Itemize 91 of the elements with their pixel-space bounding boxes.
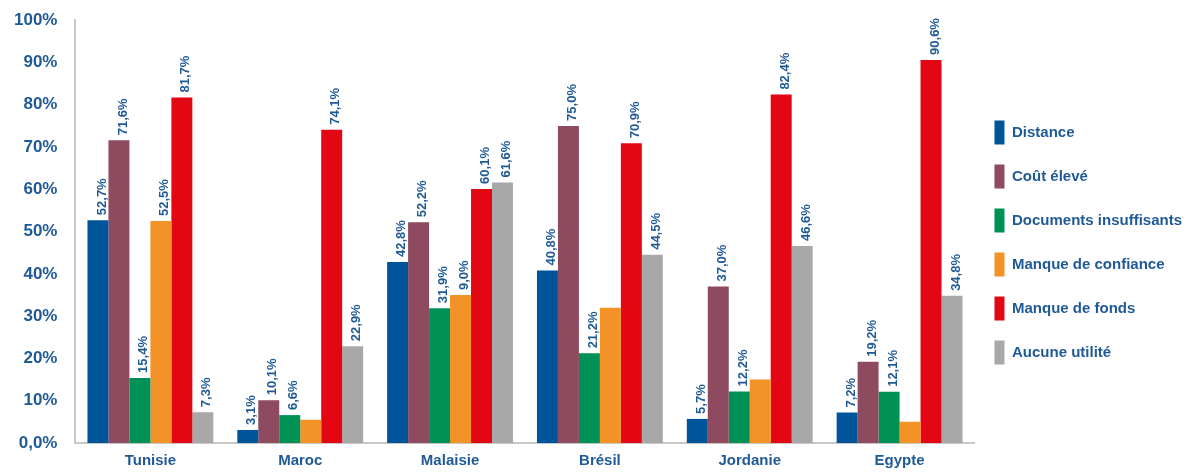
bar — [620, 143, 642, 443]
data-label: 37,0% — [713, 244, 729, 282]
data-label: 7,2% — [842, 377, 858, 408]
data-label: 75,0% — [564, 83, 580, 121]
bar — [237, 429, 259, 443]
data-label: 6,6% — [285, 380, 301, 411]
y-tick-label: 30% — [23, 305, 58, 325]
y-tick-label: 100% — [14, 9, 58, 29]
x-tick-label: Brésil — [579, 451, 621, 469]
annotation: 9,0% — [456, 259, 472, 291]
data-label: 42,8% — [393, 219, 409, 258]
data-label: 52,2% — [414, 180, 430, 218]
bar — [279, 415, 301, 443]
bar — [471, 188, 493, 443]
bar — [920, 59, 942, 443]
data-label: 74,1% — [327, 87, 343, 125]
data-label: 52,7% — [93, 177, 109, 216]
data-label: 15,4% — [135, 335, 151, 373]
legend-label: Coût élevé — [1011, 166, 1088, 184]
data-label: 71,6% — [114, 97, 130, 136]
y-tick-label: 70% — [23, 136, 58, 156]
bar — [899, 421, 921, 443]
bar — [770, 94, 792, 443]
data-label: 5,7% — [692, 383, 708, 414]
bar — [258, 400, 280, 443]
bar — [150, 221, 172, 443]
bar — [387, 262, 409, 443]
data-label: 7,3% — [198, 377, 214, 408]
bar — [599, 307, 621, 443]
bar — [171, 97, 193, 443]
y-tick-label: 10% — [23, 390, 58, 410]
legend-label: Aucune utilité — [1011, 342, 1112, 360]
x-tick-label: Maroc — [278, 451, 323, 469]
x-tick-label: Tunisie — [124, 451, 177, 469]
data-label: 3,1% — [243, 394, 259, 425]
bar — [192, 412, 214, 443]
bar — [492, 182, 513, 443]
y-tick-label: 0,0% — [18, 432, 58, 452]
y-tick-label: 20% — [23, 348, 58, 368]
bar — [857, 361, 879, 443]
x-tick-label: Malaisie — [420, 451, 480, 469]
legend-label: Documents insuffisants — [1011, 210, 1183, 228]
data-label: 22,9% — [348, 303, 364, 342]
bar — [342, 346, 364, 443]
data-label: 10,1% — [264, 358, 280, 396]
bar — [557, 125, 579, 443]
data-label: 44,5% — [647, 212, 663, 250]
bar — [578, 353, 600, 443]
y-tick-label: 40% — [23, 263, 58, 283]
bar — [878, 391, 900, 443]
bar — [87, 220, 109, 443]
data-label: 40,8% — [543, 228, 559, 266]
bar — [836, 412, 858, 443]
data-label: 19,2% — [863, 319, 879, 357]
data-label: 31,9% — [435, 265, 451, 304]
bar — [536, 270, 558, 443]
data-label: 70,9% — [626, 100, 642, 139]
data-label: 12,2% — [734, 349, 750, 387]
data-label: 90,6% — [926, 17, 942, 55]
legend-label: Distance — [1011, 122, 1075, 140]
y-tick-label: 60% — [23, 179, 58, 199]
data-label: 61,6% — [498, 140, 514, 178]
data-label: 81,7% — [177, 55, 193, 93]
bar — [749, 379, 771, 443]
bar — [728, 391, 750, 443]
bar — [108, 140, 130, 443]
bar — [129, 377, 151, 443]
bar — [641, 254, 663, 443]
x-tick-label: Jordanie — [718, 451, 781, 469]
x-tick-label: Egypte — [874, 451, 925, 469]
data-label: 82,4% — [776, 52, 792, 90]
data-label: 52,5% — [156, 178, 172, 217]
bar — [429, 308, 451, 443]
bar — [450, 295, 472, 443]
bar — [408, 222, 430, 443]
bar — [686, 418, 708, 443]
data-label: 34,8% — [947, 253, 963, 291]
data-label: 60,1% — [477, 146, 493, 184]
y-tick-label: 80% — [23, 94, 58, 114]
data-label: 12,1% — [884, 349, 900, 387]
bar — [791, 245, 813, 443]
y-tick-label: 50% — [23, 221, 58, 241]
bar — [321, 129, 343, 443]
legend-label: Manque de confiance — [1011, 254, 1165, 272]
y-tick-label: 90% — [23, 52, 58, 72]
data-label: 46,6% — [797, 203, 813, 241]
bar — [941, 295, 963, 443]
bar — [300, 419, 322, 443]
legend-label: Manque de fonds — [1011, 298, 1136, 316]
bar — [707, 286, 729, 443]
data-label: 21,2% — [584, 311, 600, 349]
